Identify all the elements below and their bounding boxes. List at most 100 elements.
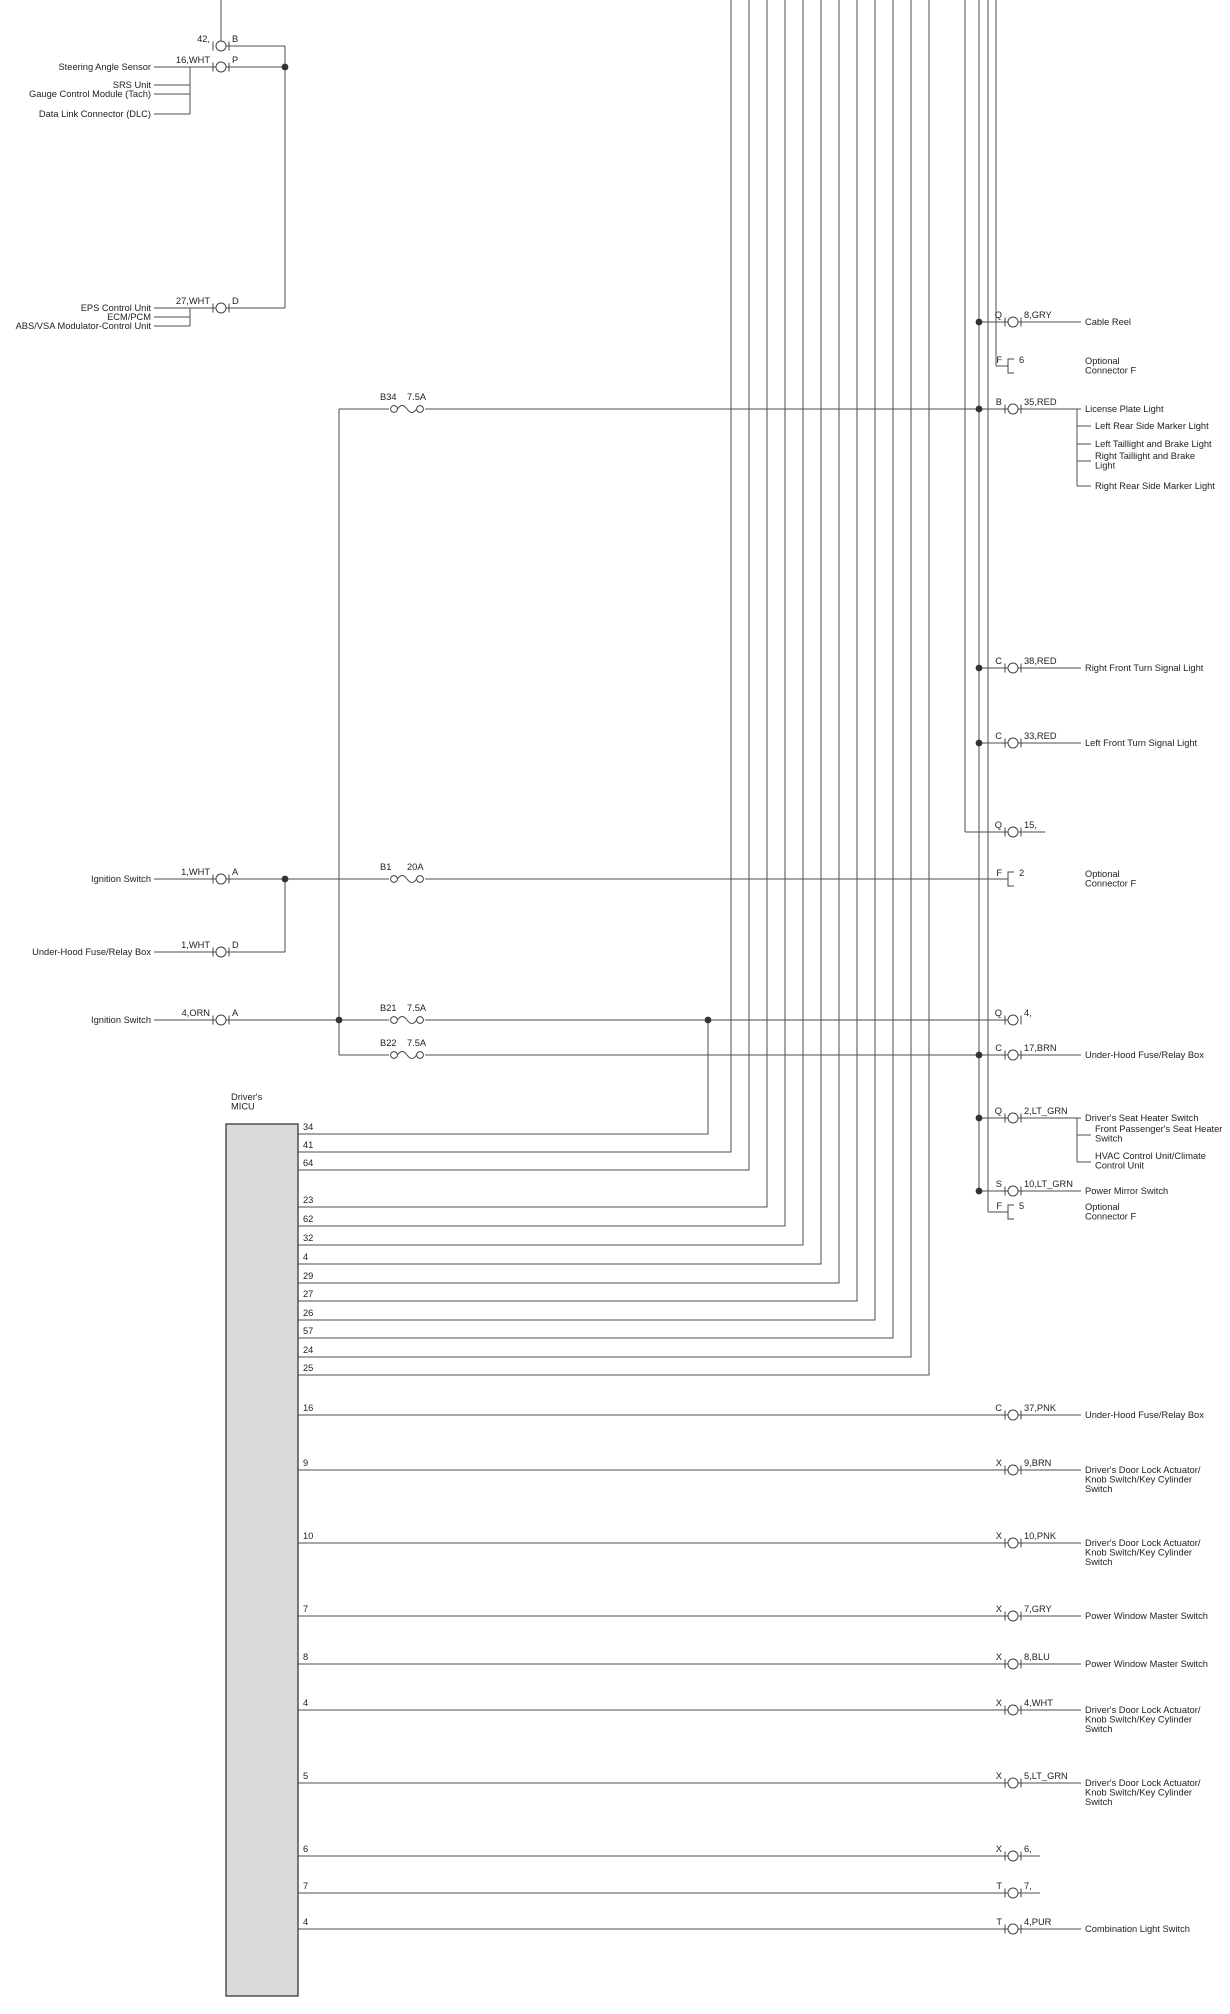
fuse-element-icon	[397, 1016, 417, 1024]
component-label-line: Knob Switch/Key Cylinder	[1085, 1475, 1192, 1485]
connector-circle-icon	[1007, 826, 1019, 838]
connector-letter: F	[996, 868, 1002, 878]
cavity-number: 2	[1019, 868, 1024, 878]
connector-circle-icon	[215, 946, 227, 958]
connector-circle-icon	[215, 873, 227, 885]
wire-value: 6,	[1024, 1844, 1032, 1854]
connector-circle-icon	[1007, 1112, 1019, 1124]
wire-pin34-wire	[298, 1020, 709, 1135]
junction-dot	[975, 664, 983, 672]
connector-letter: A	[232, 867, 239, 877]
optional-connector-f-6: Optional Connector F	[1085, 356, 1136, 376]
component-label-line: Right Taillight and Brake	[1095, 451, 1195, 461]
micu-pin-number: 25	[303, 1363, 313, 1373]
wire-value: 17,BRN	[1024, 1043, 1057, 1053]
connector-letter: X	[996, 1698, 1002, 1708]
right-taillight-and-brake-light: Right Taillight and Brake Light	[1095, 451, 1195, 471]
micu-pin-number: 7	[303, 1881, 308, 1891]
connector-letter: F	[996, 355, 1002, 365]
component-label-line: Switch	[1085, 1484, 1112, 1494]
micu-pin-number: 7	[303, 1604, 308, 1614]
junction-dot	[704, 1016, 712, 1024]
fuse-terminal-icon	[390, 1051, 398, 1059]
wire-pin4-wire	[298, 0, 822, 1265]
connector-letter: Q	[995, 310, 1002, 320]
micu-pin-number: 29	[303, 1271, 313, 1281]
junction-dot	[975, 1187, 983, 1195]
micu-pin-number: 64	[303, 1158, 313, 1168]
optional-connector-f-2: Optional Connector F	[1085, 869, 1136, 889]
component-label-line: Knob Switch/Key Cylinder	[1085, 1548, 1192, 1558]
wire-value: 4,PUR	[1024, 1917, 1052, 1927]
component-label-line: Optional	[1085, 356, 1120, 366]
cavity-number: 6	[1019, 355, 1024, 365]
component-label-line: HVAC Control Unit/Climate	[1095, 1151, 1206, 1161]
connector-circle-icon	[215, 40, 227, 52]
micu-pin-number: 4	[303, 1252, 308, 1262]
fuse-element-icon	[397, 1051, 417, 1059]
connector-letter: C	[995, 656, 1002, 666]
connector-circle-icon	[1007, 403, 1019, 415]
micu-pin-number: 62	[303, 1214, 313, 1224]
wire-value: 1,WHT	[181, 940, 210, 950]
component-label-line: Connector F	[1085, 366, 1136, 376]
front-passengers-seat-heater-switch: Front Passenger's Seat Heater Switch	[1095, 1124, 1222, 1144]
micu-pin-number: 6	[303, 1844, 308, 1854]
fuse-terminal-icon	[416, 875, 424, 883]
component-label-line: Connector F	[1085, 879, 1136, 889]
junction-dot	[335, 1016, 343, 1024]
optional-connector-f-5: Optional Connector F	[1085, 1202, 1136, 1222]
wire-value: 10,PNK	[1024, 1531, 1057, 1541]
wire-value: 1,WHT	[181, 867, 210, 877]
wire-value: 7,	[1024, 1881, 1032, 1891]
micu-pin-number: 41	[303, 1140, 313, 1150]
fuse-terminal-icon	[390, 875, 398, 883]
right-front-turn-signal-light: Right Front Turn Signal Light	[1085, 663, 1204, 673]
fuse-name: B22	[380, 1038, 397, 1048]
combination-light-switch: Combination Light Switch	[1085, 1924, 1190, 1934]
connector-letter: X	[996, 1604, 1002, 1614]
connector-letter: X	[996, 1844, 1002, 1854]
connector-letter: S	[996, 1179, 1002, 1189]
connector-letter: X	[996, 1771, 1002, 1781]
connector-letter: A	[232, 1008, 239, 1018]
fuse-terminal-icon	[390, 1016, 398, 1024]
connector-circle-icon	[1007, 1923, 1019, 1935]
drivers-door-lock-actuator-5ltgrn: Driver's Door Lock Actuator/Knob Switch/…	[1085, 1778, 1201, 1807]
connector-letter: D	[232, 940, 239, 950]
micu-pin-number: 27	[303, 1289, 313, 1299]
component-label-line: Knob Switch/Key Cylinder	[1085, 1715, 1192, 1725]
connector-circle-icon	[1007, 1704, 1019, 1716]
fuse-name: B21	[380, 1003, 397, 1013]
micu-pin-number: 4	[303, 1917, 308, 1927]
wire-pin23-wire	[298, 0, 768, 1208]
component-label-line: Optional	[1085, 1202, 1120, 1212]
wire-value: 33,RED	[1024, 731, 1057, 741]
wire-value: 8,GRY	[1024, 310, 1052, 320]
micu-box	[225, 1123, 299, 1997]
junction-dot	[975, 1051, 983, 1059]
component-label-line: Front Passenger's Seat Heater	[1095, 1124, 1222, 1134]
wire-pin24-wire	[298, 0, 912, 1358]
connector-letter: T	[996, 1917, 1002, 1927]
wire-value: 10,LT_GRN	[1024, 1179, 1073, 1189]
junction-dot	[975, 1114, 983, 1122]
connector-circle-icon	[1007, 1887, 1019, 1899]
connector-circle-icon	[1007, 1049, 1019, 1061]
wire-value: 4,	[1024, 1008, 1032, 1018]
fuse-terminal-icon	[416, 405, 424, 413]
left-taillight-and-brake-light: Left Taillight and Brake Light	[1095, 439, 1212, 449]
component-label-line: Connector F	[1085, 1212, 1136, 1222]
optional-connector-bracket-icon	[1007, 871, 1014, 887]
srs-unit: SRS Unit	[113, 80, 152, 90]
hvac-control-unit-climate-control-unit: HVAC Control Unit/Climate Control Unit	[1095, 1151, 1206, 1171]
wire-value: 8,BLU	[1024, 1652, 1050, 1662]
micu-label-line: MICU	[231, 1102, 255, 1112]
micu-pin-number: 23	[303, 1195, 313, 1205]
component-label-line: Driver's Door Lock Actuator/	[1085, 1465, 1201, 1475]
component-label-line: Switch	[1085, 1724, 1112, 1734]
connector-circle-icon	[1007, 1850, 1019, 1862]
micu-label-line: Driver's	[231, 1092, 263, 1102]
